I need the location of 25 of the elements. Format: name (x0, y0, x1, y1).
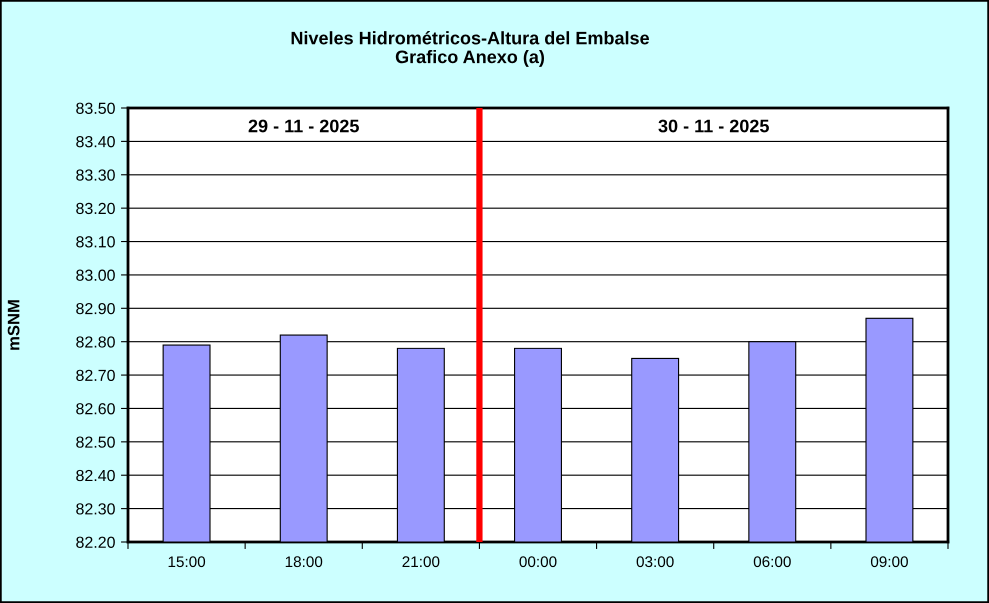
y-tick-label: 83.40 (76, 136, 115, 148)
y-tick-label: 82.20 (76, 536, 115, 548)
y-tick-label: 82.70 (76, 370, 115, 382)
y-tick-label: 82.80 (76, 336, 115, 348)
x-tick-label: 00:00 (519, 556, 557, 568)
x-tick-label: 15:00 (168, 556, 206, 568)
y-tick-label: 83.00 (76, 270, 115, 281)
y-tick-label: 83.10 (76, 236, 115, 248)
annotation: 30 - 11 - 2025 (658, 120, 769, 132)
chart-title: Niveles Hidrométricos-Altura del Embalse Grafico Anexo (a) (292, 31, 650, 67)
y-tick-label: 83.20 (76, 202, 115, 214)
y-tick-label: 82.60 (76, 403, 115, 414)
y-axis-title: mSNM (8, 300, 20, 350)
x-tick-label: 03:00 (636, 556, 674, 568)
y-tick-label: 83.50 (76, 102, 115, 114)
y-tick-label: 82.40 (76, 470, 115, 482)
y-tick-label: 82.50 (76, 436, 115, 448)
annotation: 29 - 11 - 2025 (248, 120, 359, 132)
x-tick-label: 21:00 (402, 556, 440, 568)
x-tick-label: 09:00 (870, 556, 908, 568)
y-tick-label: 83.30 (76, 169, 115, 181)
x-tick-label: 06:00 (754, 556, 791, 568)
y-tick-label: 82.30 (76, 503, 115, 515)
y-tick-label: 82.90 (76, 302, 115, 314)
x-tick-label: 18:00 (286, 556, 322, 568)
